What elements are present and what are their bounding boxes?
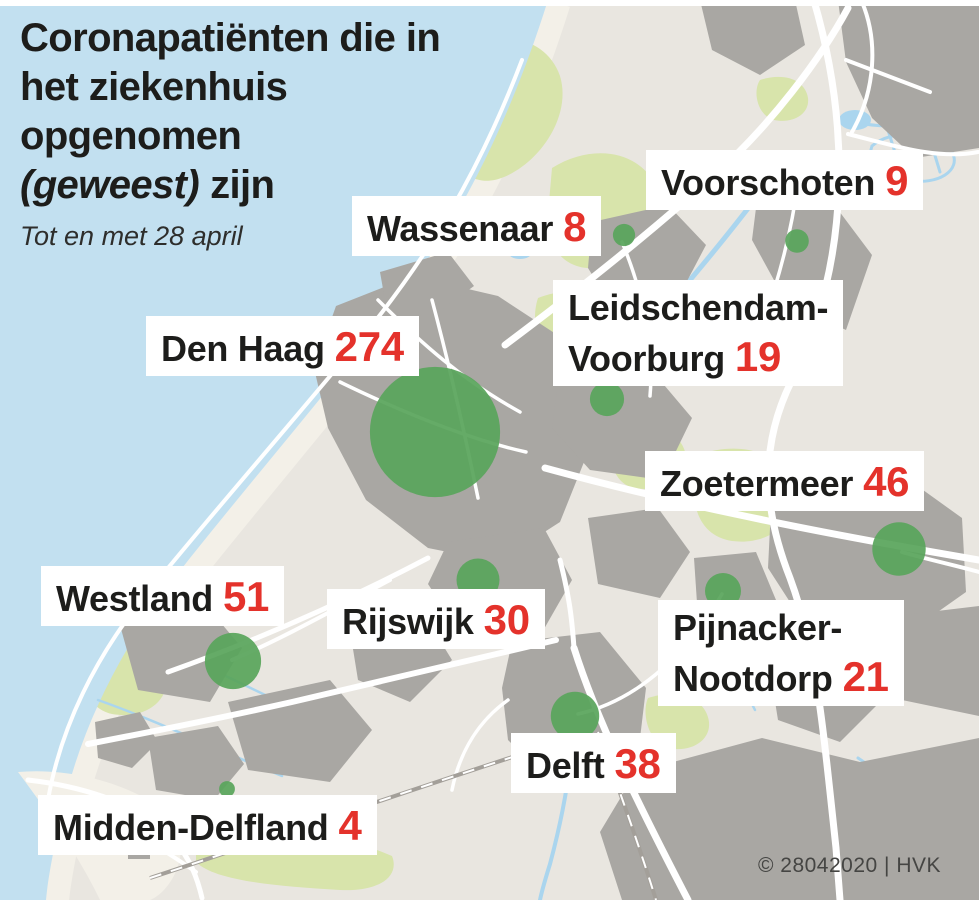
place-value: 21 (842, 653, 889, 700)
place-name: Leidschendam- (568, 287, 829, 328)
place-label-line: Wassenaar 8 (367, 203, 587, 250)
title-regular-part: zijn (210, 163, 275, 207)
title-line: (geweest) zijn (20, 161, 440, 210)
place-value: 9 (885, 157, 909, 204)
place-value: 8 (563, 203, 587, 250)
infographic-title: Coronapatiënten die in het ziekenhuis op… (20, 14, 441, 252)
place-value: 274 (334, 323, 404, 370)
label-rijswijk: Rijswijk 30 (327, 589, 545, 649)
place-name: Nootdorp (673, 658, 833, 699)
place-name: Wassenaar (367, 208, 554, 249)
dot-wassenaar (612, 223, 636, 247)
dot-zoetermeer (872, 522, 926, 576)
title-line: opgenomen (20, 114, 242, 158)
place-value: 19 (734, 333, 782, 380)
label-pijnacker-nootdorp: Pijnacker- Nootdorp 21 (658, 600, 904, 706)
label-westland: Westland 51 (41, 566, 285, 626)
label-midden-delfland: Midden-Delfland 4 (38, 795, 377, 855)
place-value: 51 (222, 573, 270, 620)
dot-voorschoten (785, 229, 809, 253)
place-name: Midden-Delfland (53, 807, 329, 848)
place-label-line: Voorschoten 9 (661, 157, 909, 204)
credit-line: © 28042020 | HVK (757, 854, 941, 877)
label-leidschendam-voorburg: Leidschendam- Voorburg 19 (553, 280, 844, 386)
place-name: Rijswijk (342, 601, 474, 642)
label-wassenaar: Wassenaar 8 (352, 196, 602, 256)
place-label-line: Delft 38 (526, 740, 661, 787)
place-name: Voorschoten (661, 162, 876, 203)
place-label-line: Pijnacker- (673, 607, 889, 653)
place-label-line: Voorburg 19 (568, 333, 828, 380)
place-label-line: Westland 51 (56, 573, 270, 620)
place-label-line: Den Haag 274 (161, 323, 404, 370)
place-label-line: Midden-Delfland 4 (53, 802, 362, 849)
place-label-line: Leidschendam- (568, 287, 828, 333)
patient-dots-layer (204, 223, 926, 797)
place-value: 38 (614, 740, 661, 787)
title-italic-part: (geweest) (20, 163, 200, 207)
label-den-haag: Den Haag 274 (146, 316, 419, 376)
place-name: Voorburg (568, 338, 725, 379)
label-delft: Delft 38 (511, 733, 676, 793)
place-value: 46 (863, 458, 910, 505)
place-name: Delft (526, 745, 605, 786)
place-label-line: Zoetermeer 46 (660, 458, 910, 505)
place-label-line: Nootdorp 21 (673, 653, 889, 700)
label-voorschoten: Voorschoten 9 (646, 150, 924, 210)
title-line: Coronapatiënten die in (20, 16, 441, 60)
top-border (0, 0, 979, 6)
dot-den-haag (369, 366, 501, 498)
place-name: Pijnacker- (673, 607, 843, 648)
dot-westland (204, 632, 262, 690)
place-value: 4 (338, 802, 362, 849)
place-label-line: Rijswijk 30 (342, 596, 530, 643)
dot-midden-delfland (219, 781, 235, 797)
place-name: Westland (56, 578, 213, 619)
place-value: 30 (483, 596, 530, 643)
place-name: Den Haag (161, 328, 325, 369)
dot-delft (550, 691, 600, 741)
label-zoetermeer: Zoetermeer 46 (645, 451, 925, 511)
title-line: het ziekenhuis (20, 65, 288, 109)
place-name: Zoetermeer (660, 463, 854, 504)
dot-leidschendam-voorburg (589, 381, 625, 417)
subtitle: Tot en met 28 april (20, 221, 243, 251)
